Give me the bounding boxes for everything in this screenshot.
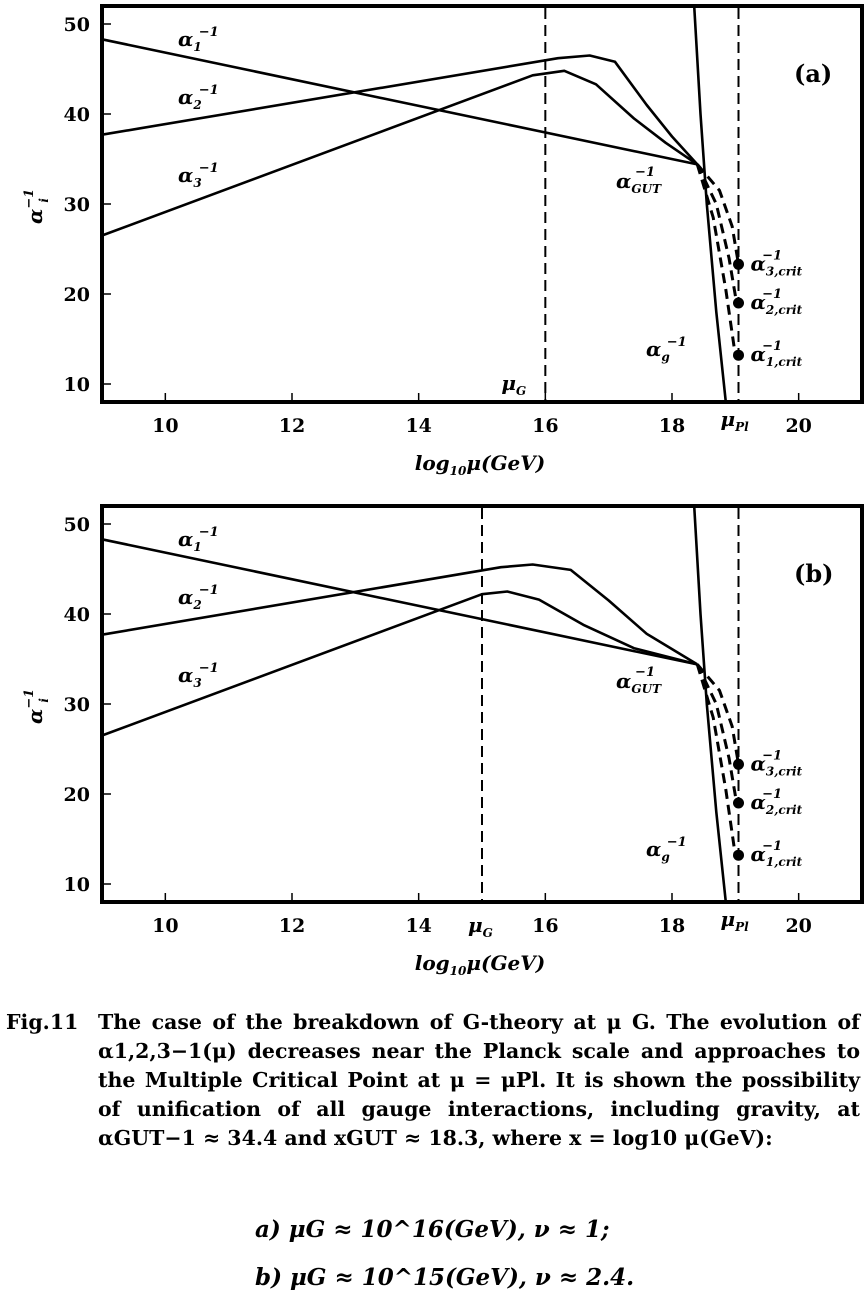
panel-label: (a) [794,59,832,88]
critical-point-label-2: α2,crit−1 [751,787,803,817]
series-label-2: α2−1 [178,583,219,612]
caption-number: Fig.11 [6,1010,79,1034]
series-label-3: α3−1 [178,661,219,690]
critical-point-3 [733,758,744,770]
gut-label: αGUT−1 [616,165,662,196]
series-line-alpha-0 [101,538,698,666]
series-label-g: αg−1 [646,835,687,864]
critical-point-3 [733,258,744,270]
y-tick-label: 30 [64,694,90,716]
x-tick-label: 10 [152,415,178,437]
critical-point-1 [733,349,744,361]
vline-label-mu-pl: μPl [721,407,750,434]
y-tick-label: 20 [64,284,90,306]
x-axis-label: log10μ(GeV) [415,951,546,978]
y-tick-label: 10 [64,374,90,396]
formula-a: a) μG ≈ 10^16(GeV), ν ≈ 1; [255,1216,610,1243]
x-tick-label: 20 [785,915,811,937]
caption-text: The case of the breakdown of G-theory at… [98,1010,860,1150]
x-tick-label: 10 [152,915,178,937]
series-line-dashed-4 [696,163,740,265]
series-line-dashed-5 [695,163,739,304]
figure-caption: Fig.11 The case of the breakdown of G-th… [6,1008,860,1153]
chart-panel-a: 10 20 30 40 50 10 12 14 16 18 20 log10μ(GeV) α−1i μG μ… [22,4,864,478]
x-tick-label: 12 [279,915,305,937]
critical-point-2 [733,797,744,809]
y-tick-label: 50 [64,14,90,36]
series-line-alpha-3 [692,5,728,403]
x-tick-label: 18 [659,415,685,437]
series-line-alpha-2 [101,69,699,237]
formula-b: b) μG ≈ 10^15(GeV), ν ≈ 2.4. [255,1264,635,1291]
vline-label-mu-pl: μPl [721,907,750,934]
critical-point-label-1: α1,crit−1 [751,339,803,369]
series-label-1: α1−1 [178,525,219,554]
critical-point-2 [733,297,744,309]
series-line-alpha-1 [101,563,698,666]
series-label-3: α3−1 [178,161,219,190]
series-line-alpha-0 [101,38,698,166]
y-tick-label: 10 [64,874,90,896]
series-line-alpha-2 [101,590,698,737]
series-label-1: α1−1 [178,25,219,54]
x-tick-label: 12 [279,415,305,437]
series-line-dashed-5 [695,663,739,804]
critical-point-label-2: α2,crit−1 [751,287,803,317]
chart-panel-b: 10 20 30 40 50 10 12 14 16 18 20 log10μ(GeV) α−1i μG μ… [22,504,864,978]
y-tick-label: 50 [64,514,90,536]
series-line-alpha-1 [101,54,699,166]
y-tick-label: 30 [64,194,90,216]
series-line-dashed-6 [695,663,737,856]
series-label-2: α2−1 [178,83,219,112]
y-tick-label: 20 [64,784,90,806]
x-tick-label: 20 [785,415,811,437]
plot-frame [100,4,864,404]
y-tick-label: 40 [64,104,90,126]
y-tick-label: 40 [64,604,90,626]
y-axis-label: α−1i [22,189,51,224]
gut-label: αGUT−1 [616,665,662,696]
series-line-dashed-4 [696,663,740,765]
x-tick-label: 14 [405,915,431,937]
series-label-g: αg−1 [646,335,687,364]
x-tick-label: 16 [532,415,558,437]
critical-point-1 [733,849,744,861]
critical-point-label-3: α3,crit−1 [751,248,803,278]
vline-label-mu-g: μG [501,371,526,398]
critical-point-label-3: α3,crit−1 [751,748,803,778]
x-axis-label: log10μ(GeV) [415,451,546,478]
x-tick-label: 14 [405,415,431,437]
series-line-dashed-6 [695,163,737,356]
critical-point-label-1: α1,crit−1 [751,839,803,869]
x-tick-label: 16 [532,915,558,937]
y-axis-label: α−1i [22,689,51,724]
series-line-alpha-3 [692,505,728,903]
x-tick-label: 18 [659,915,685,937]
panel-label: (b) [794,559,834,588]
vline-label-mu-g: μG [468,913,493,940]
